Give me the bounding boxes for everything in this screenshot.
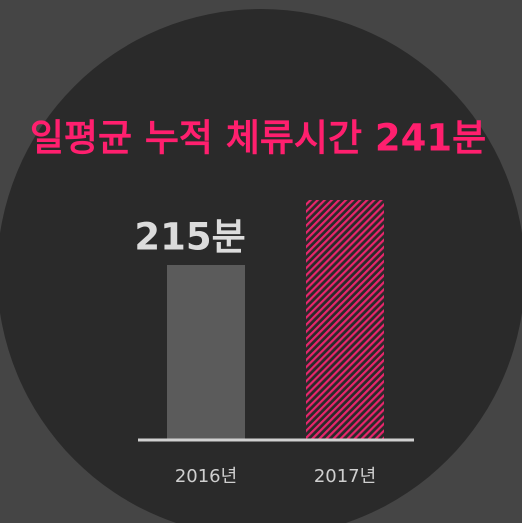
x-tick-label: 2017년 — [314, 466, 376, 487]
bar — [167, 265, 245, 440]
x-tick-label: 2016년 — [175, 466, 237, 487]
value-label: 215분 — [134, 216, 245, 259]
bar — [306, 200, 384, 440]
backdrop-circle — [0, 9, 522, 523]
chart-title: 일평균 누적 체류시간 241분 — [30, 117, 486, 160]
